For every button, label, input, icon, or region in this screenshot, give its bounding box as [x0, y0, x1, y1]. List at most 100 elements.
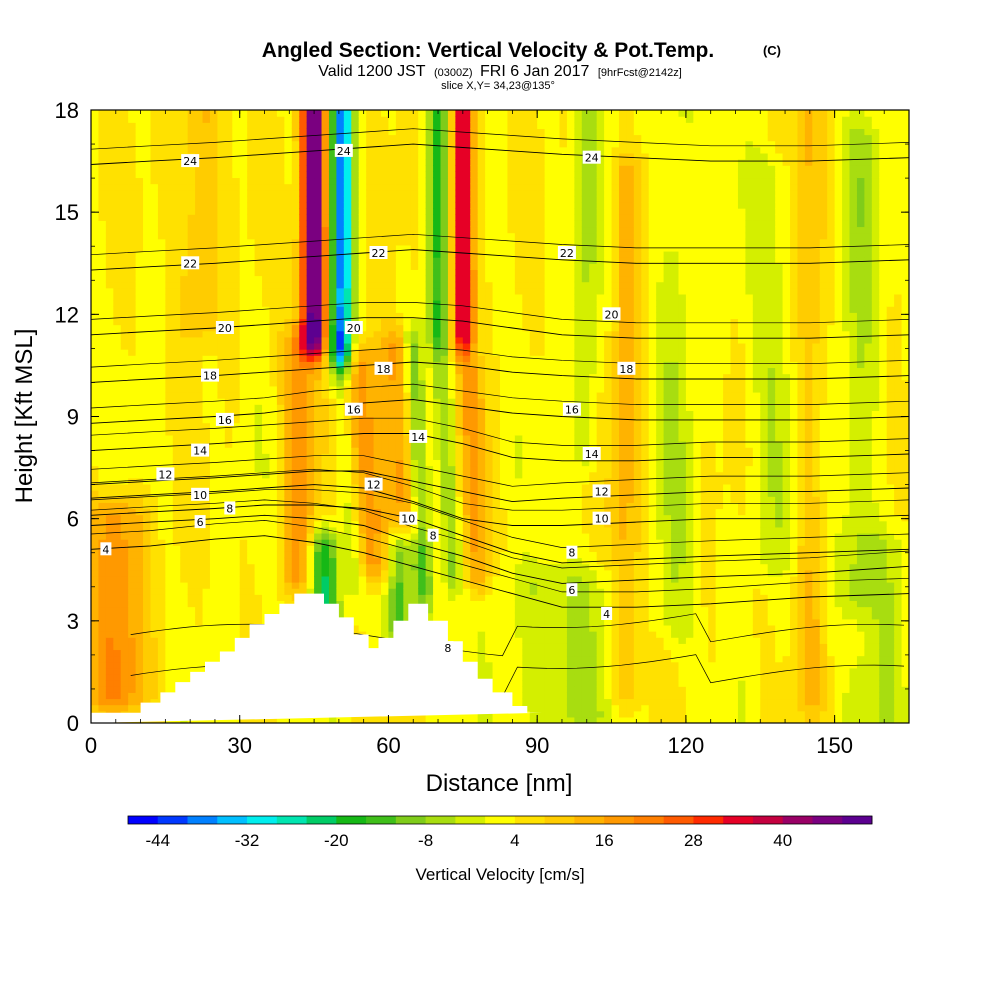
velocity-cell [224, 367, 233, 375]
velocity-cell [328, 477, 337, 485]
velocity-cell [418, 490, 427, 497]
velocity-cell [195, 171, 204, 179]
velocity-cell [381, 410, 390, 418]
velocity-cell [284, 318, 293, 326]
velocity-cell [113, 312, 122, 320]
velocity-cell [358, 606, 367, 614]
velocity-cell [232, 404, 241, 411]
velocity-cell [262, 306, 271, 313]
velocity-cell [358, 189, 367, 197]
velocity-cell [128, 514, 137, 522]
velocity-cell [187, 502, 196, 510]
velocity-cell [143, 312, 152, 320]
velocity-cell [351, 367, 360, 375]
velocity-cell [209, 453, 219, 461]
velocity-cell [247, 250, 256, 258]
velocity-cell [143, 208, 152, 215]
velocity-cell [254, 404, 263, 411]
velocity-cell [299, 263, 308, 270]
velocity-cell [418, 122, 427, 129]
velocity-cell [232, 563, 241, 571]
velocity-cell [180, 183, 189, 191]
velocity-cell [187, 385, 196, 393]
velocity-cell [336, 122, 345, 129]
velocity-cell [321, 441, 330, 448]
velocity-cell [217, 582, 226, 589]
velocity-cell [105, 422, 114, 430]
velocity-cell [381, 447, 390, 454]
velocity-cell [195, 551, 204, 559]
velocity-cell [217, 545, 226, 552]
velocity-cell [321, 490, 330, 497]
velocity-cell [366, 618, 375, 626]
velocity-cell [388, 594, 397, 601]
velocity-cell [284, 293, 293, 301]
velocity-cell [336, 606, 345, 614]
velocity-cell [299, 287, 308, 295]
velocity-cell [455, 545, 464, 552]
velocity-cell [128, 244, 137, 252]
velocity-cell [120, 551, 129, 559]
velocity-cell [98, 428, 107, 436]
velocity-cell [120, 318, 129, 326]
velocity-cell [98, 441, 107, 448]
velocity-cell [269, 434, 278, 442]
velocity-cell [135, 300, 144, 307]
velocity-cell [172, 373, 181, 381]
velocity-cell [440, 441, 449, 448]
velocity-cell [321, 220, 330, 228]
velocity-cell [395, 312, 404, 320]
velocity-cell [247, 349, 256, 356]
velocity-cell [98, 667, 107, 675]
velocity-cell [143, 140, 152, 148]
velocity-cell [455, 563, 464, 571]
velocity-cell [366, 201, 375, 209]
velocity-cell [202, 404, 211, 411]
velocity-cell [262, 428, 271, 436]
velocity-cell [224, 244, 233, 252]
velocity-cell [314, 195, 323, 203]
velocity-cell [239, 631, 248, 638]
velocity-cell [276, 563, 285, 571]
velocity-cell [120, 257, 129, 264]
velocity-cell [165, 201, 174, 209]
velocity-cell [328, 416, 337, 424]
velocity-cell [239, 201, 248, 209]
velocity-cell [202, 361, 211, 369]
velocity-cell [202, 422, 211, 430]
velocity-cell [165, 600, 174, 608]
velocity-cell [373, 557, 382, 565]
velocity-cell [366, 220, 375, 228]
velocity-cell [128, 520, 137, 528]
velocity-cell [105, 201, 114, 209]
velocity-cell [172, 195, 181, 203]
velocity-cell [150, 520, 159, 528]
velocity-cell [224, 575, 233, 583]
velocity-cell [135, 342, 144, 350]
velocity-cell [336, 447, 345, 454]
velocity-cell [187, 293, 196, 301]
velocity-cell [232, 428, 241, 436]
velocity-cell [276, 324, 285, 332]
velocity-cell [403, 342, 412, 350]
velocity-cell [410, 146, 419, 154]
velocity-cell [343, 551, 352, 559]
velocity-cell [276, 428, 285, 436]
velocity-cell [358, 208, 367, 215]
velocity-cell [358, 588, 367, 595]
velocity-cell [269, 606, 278, 614]
velocity-cell [328, 324, 337, 332]
velocity-cell [165, 680, 174, 687]
velocity-cell [381, 618, 390, 626]
velocity-cell [425, 569, 434, 577]
velocity-cell [291, 300, 300, 307]
velocity-cell [165, 398, 174, 405]
velocity-cell [98, 293, 107, 301]
velocity-cell [91, 165, 100, 172]
velocity-cell [195, 600, 204, 608]
velocity-cell [120, 447, 129, 454]
velocity-cell [195, 238, 204, 246]
velocity-cell [433, 165, 442, 172]
velocity-cell [120, 637, 129, 644]
velocity-cell [187, 637, 196, 644]
